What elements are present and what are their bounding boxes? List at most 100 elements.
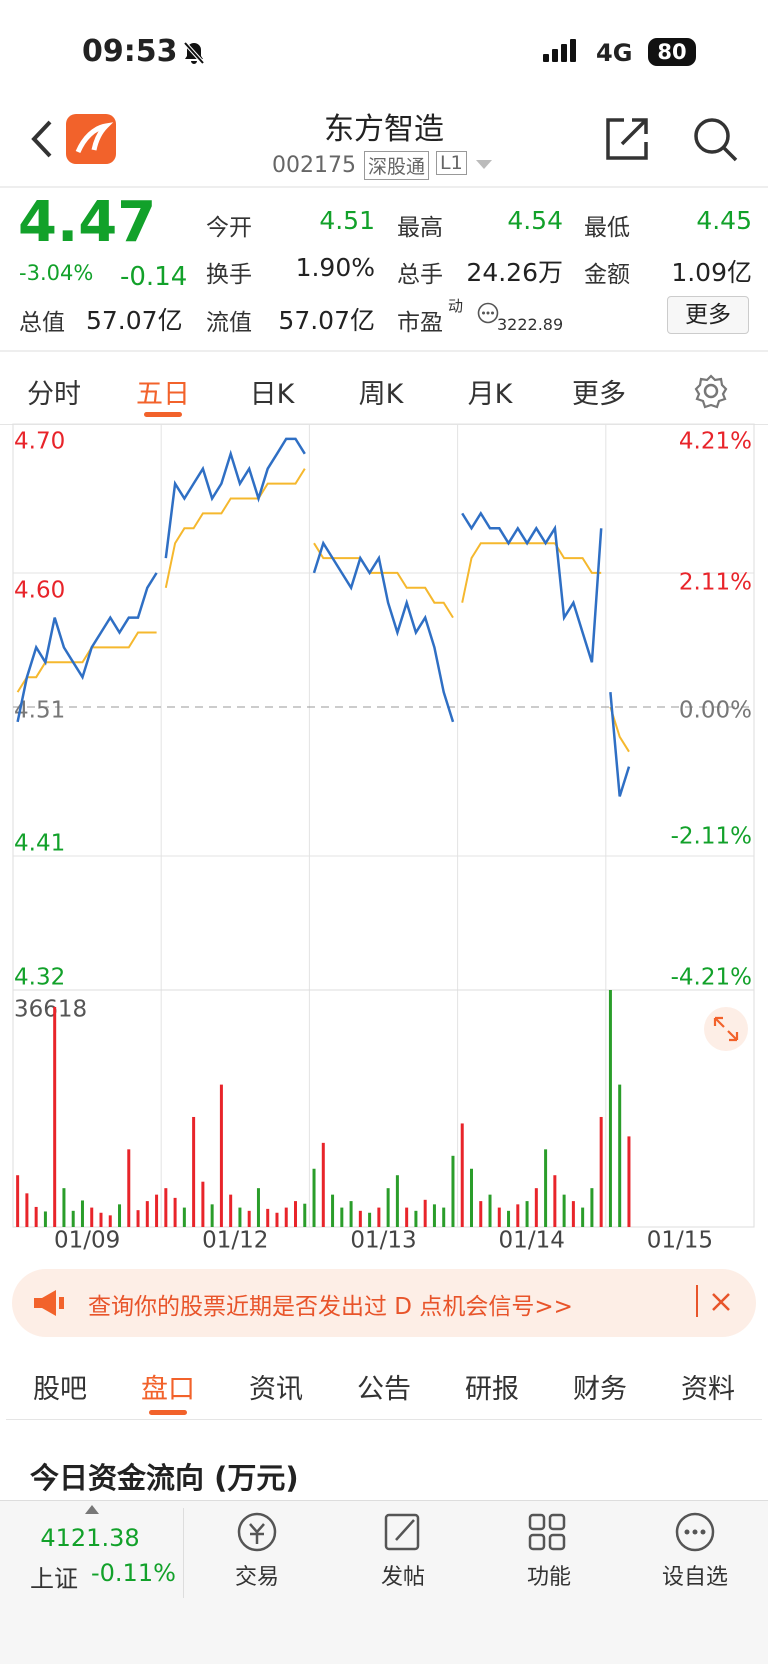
- banner-text[interactable]: 查询你的股票近期是否发出过 D 点机会信号>>: [88, 1294, 573, 1320]
- section-tab[interactable]: 资料: [681, 1374, 735, 1405]
- volume-bar: [127, 1149, 131, 1227]
- volume-bar: [442, 1207, 446, 1227]
- footer-action[interactable]: 交易: [234, 1565, 279, 1590]
- volume-bar: [118, 1204, 122, 1227]
- tab-indicator: [144, 412, 182, 417]
- footer-action[interactable]: 发帖: [380, 1565, 425, 1590]
- volume-bar: [80, 1200, 84, 1227]
- tab[interactable]: 五日: [136, 379, 190, 410]
- volume-bar: [553, 1175, 557, 1227]
- footer-icons: [237, 1512, 715, 1552]
- pe-icon: [477, 302, 499, 324]
- volume-bar: [618, 1084, 622, 1227]
- tag: L1: [436, 151, 467, 175]
- up-arrow: [85, 1505, 99, 1514]
- volume-bar: [312, 1168, 316, 1227]
- section-tab[interactable]: 股吧: [33, 1374, 87, 1405]
- y-tick-label: 4.32: [14, 965, 65, 991]
- volume-bar: [192, 1116, 196, 1227]
- battery: 80: [648, 38, 696, 66]
- volume-bar: [294, 1201, 298, 1227]
- stock-name: 东方智造: [324, 112, 444, 147]
- volume-bar: [284, 1207, 288, 1227]
- volume-bar: [460, 1123, 464, 1227]
- volume-bar: [534, 1188, 538, 1227]
- volume-bar: [16, 1175, 20, 1227]
- settings-button[interactable]: [693, 373, 729, 409]
- volume-bar: [386, 1188, 390, 1227]
- tab[interactable]: 更多: [572, 379, 626, 410]
- tab[interactable]: 月K: [467, 379, 513, 410]
- footer-action[interactable]: 设自选: [661, 1565, 728, 1590]
- section-tab[interactable]: 研报: [465, 1374, 519, 1405]
- expand-button: [704, 1007, 748, 1051]
- stat-value: 4.54: [507, 206, 563, 235]
- volume-bar: [266, 1208, 270, 1227]
- tab[interactable]: 分时: [27, 379, 81, 410]
- avg-line: [313, 542, 454, 619]
- change: -0.14: [120, 262, 188, 292]
- volume-bar: [525, 1201, 529, 1227]
- volume-bar: [497, 1207, 501, 1227]
- volume-bar: [136, 1210, 140, 1227]
- volume-bar: [71, 1210, 75, 1227]
- section-tab[interactable]: 资讯: [249, 1374, 303, 1405]
- volume-bar: [256, 1188, 260, 1227]
- banner[interactable]: [12, 1269, 756, 1337]
- section-tab[interactable]: 公告: [357, 1374, 411, 1405]
- footer-action[interactable]: 功能: [526, 1565, 571, 1590]
- tab[interactable]: 日K: [249, 379, 295, 410]
- expand-icon: [713, 1016, 739, 1042]
- search-button[interactable]: [692, 116, 740, 164]
- volume-bar: [155, 1194, 159, 1227]
- volume-bar: [173, 1197, 177, 1227]
- volume-bar: [90, 1207, 94, 1227]
- chart: 4.704.604.514.414.324.21%2.11%0.00%-2.11…: [12, 423, 755, 1254]
- volume-bar: [377, 1207, 381, 1227]
- volume-bar: [590, 1188, 594, 1227]
- volume-bar: [544, 1149, 548, 1227]
- index-value[interactable]: 4121.38: [40, 1524, 140, 1552]
- pe-sup: 动: [448, 297, 464, 315]
- dropdown-icon[interactable]: [476, 160, 492, 170]
- y-tick-label: 4.60: [14, 577, 65, 603]
- tag: 深股通: [364, 151, 430, 180]
- y2-tick-label: 2.11%: [679, 570, 752, 596]
- volume-bar: [599, 1116, 603, 1227]
- chart-frame: [12, 423, 755, 1228]
- volume-bar: [99, 1212, 103, 1227]
- tab[interactable]: 周K: [358, 379, 404, 410]
- close-button[interactable]: [711, 1292, 731, 1312]
- pe-value: 3222.89: [497, 315, 564, 334]
- volume-bar: [210, 1204, 214, 1227]
- app-logo: [66, 114, 116, 164]
- separator: [183, 1508, 184, 1598]
- x-tick-label: 01/15: [647, 1228, 713, 1254]
- stat-label: 最高: [397, 215, 443, 241]
- more-button[interactable]: 更多: [667, 296, 749, 334]
- divider: [6, 1419, 762, 1420]
- volume-bar: [627, 1136, 631, 1227]
- x-tick-label: 01/09: [54, 1228, 120, 1254]
- volume-bar: [219, 1084, 223, 1227]
- index-name[interactable]: 上证: [30, 1565, 78, 1593]
- stat-label: 最低: [584, 215, 630, 241]
- network: 4G: [596, 39, 633, 67]
- index-change[interactable]: -0.11%: [91, 1559, 176, 1587]
- volume-bar: [581, 1207, 585, 1227]
- signal-icon: [543, 39, 576, 62]
- avg-line: [461, 542, 602, 603]
- mute-icon: [183, 41, 205, 65]
- section-tab[interactable]: 财务: [573, 1374, 627, 1405]
- volume-bar: [395, 1175, 399, 1227]
- volume-bar: [516, 1204, 520, 1227]
- section-title: 今日资金流向 (万元): [30, 1461, 299, 1495]
- price-line: [461, 511, 603, 663]
- volume-bar: [571, 1201, 575, 1227]
- volume-bar: [321, 1142, 325, 1227]
- volume-bar: [34, 1206, 38, 1227]
- back-button[interactable]: [28, 118, 54, 160]
- volume-bar: [25, 1193, 29, 1227]
- share-button[interactable]: [604, 116, 650, 162]
- section-tab[interactable]: 盘口: [141, 1374, 195, 1405]
